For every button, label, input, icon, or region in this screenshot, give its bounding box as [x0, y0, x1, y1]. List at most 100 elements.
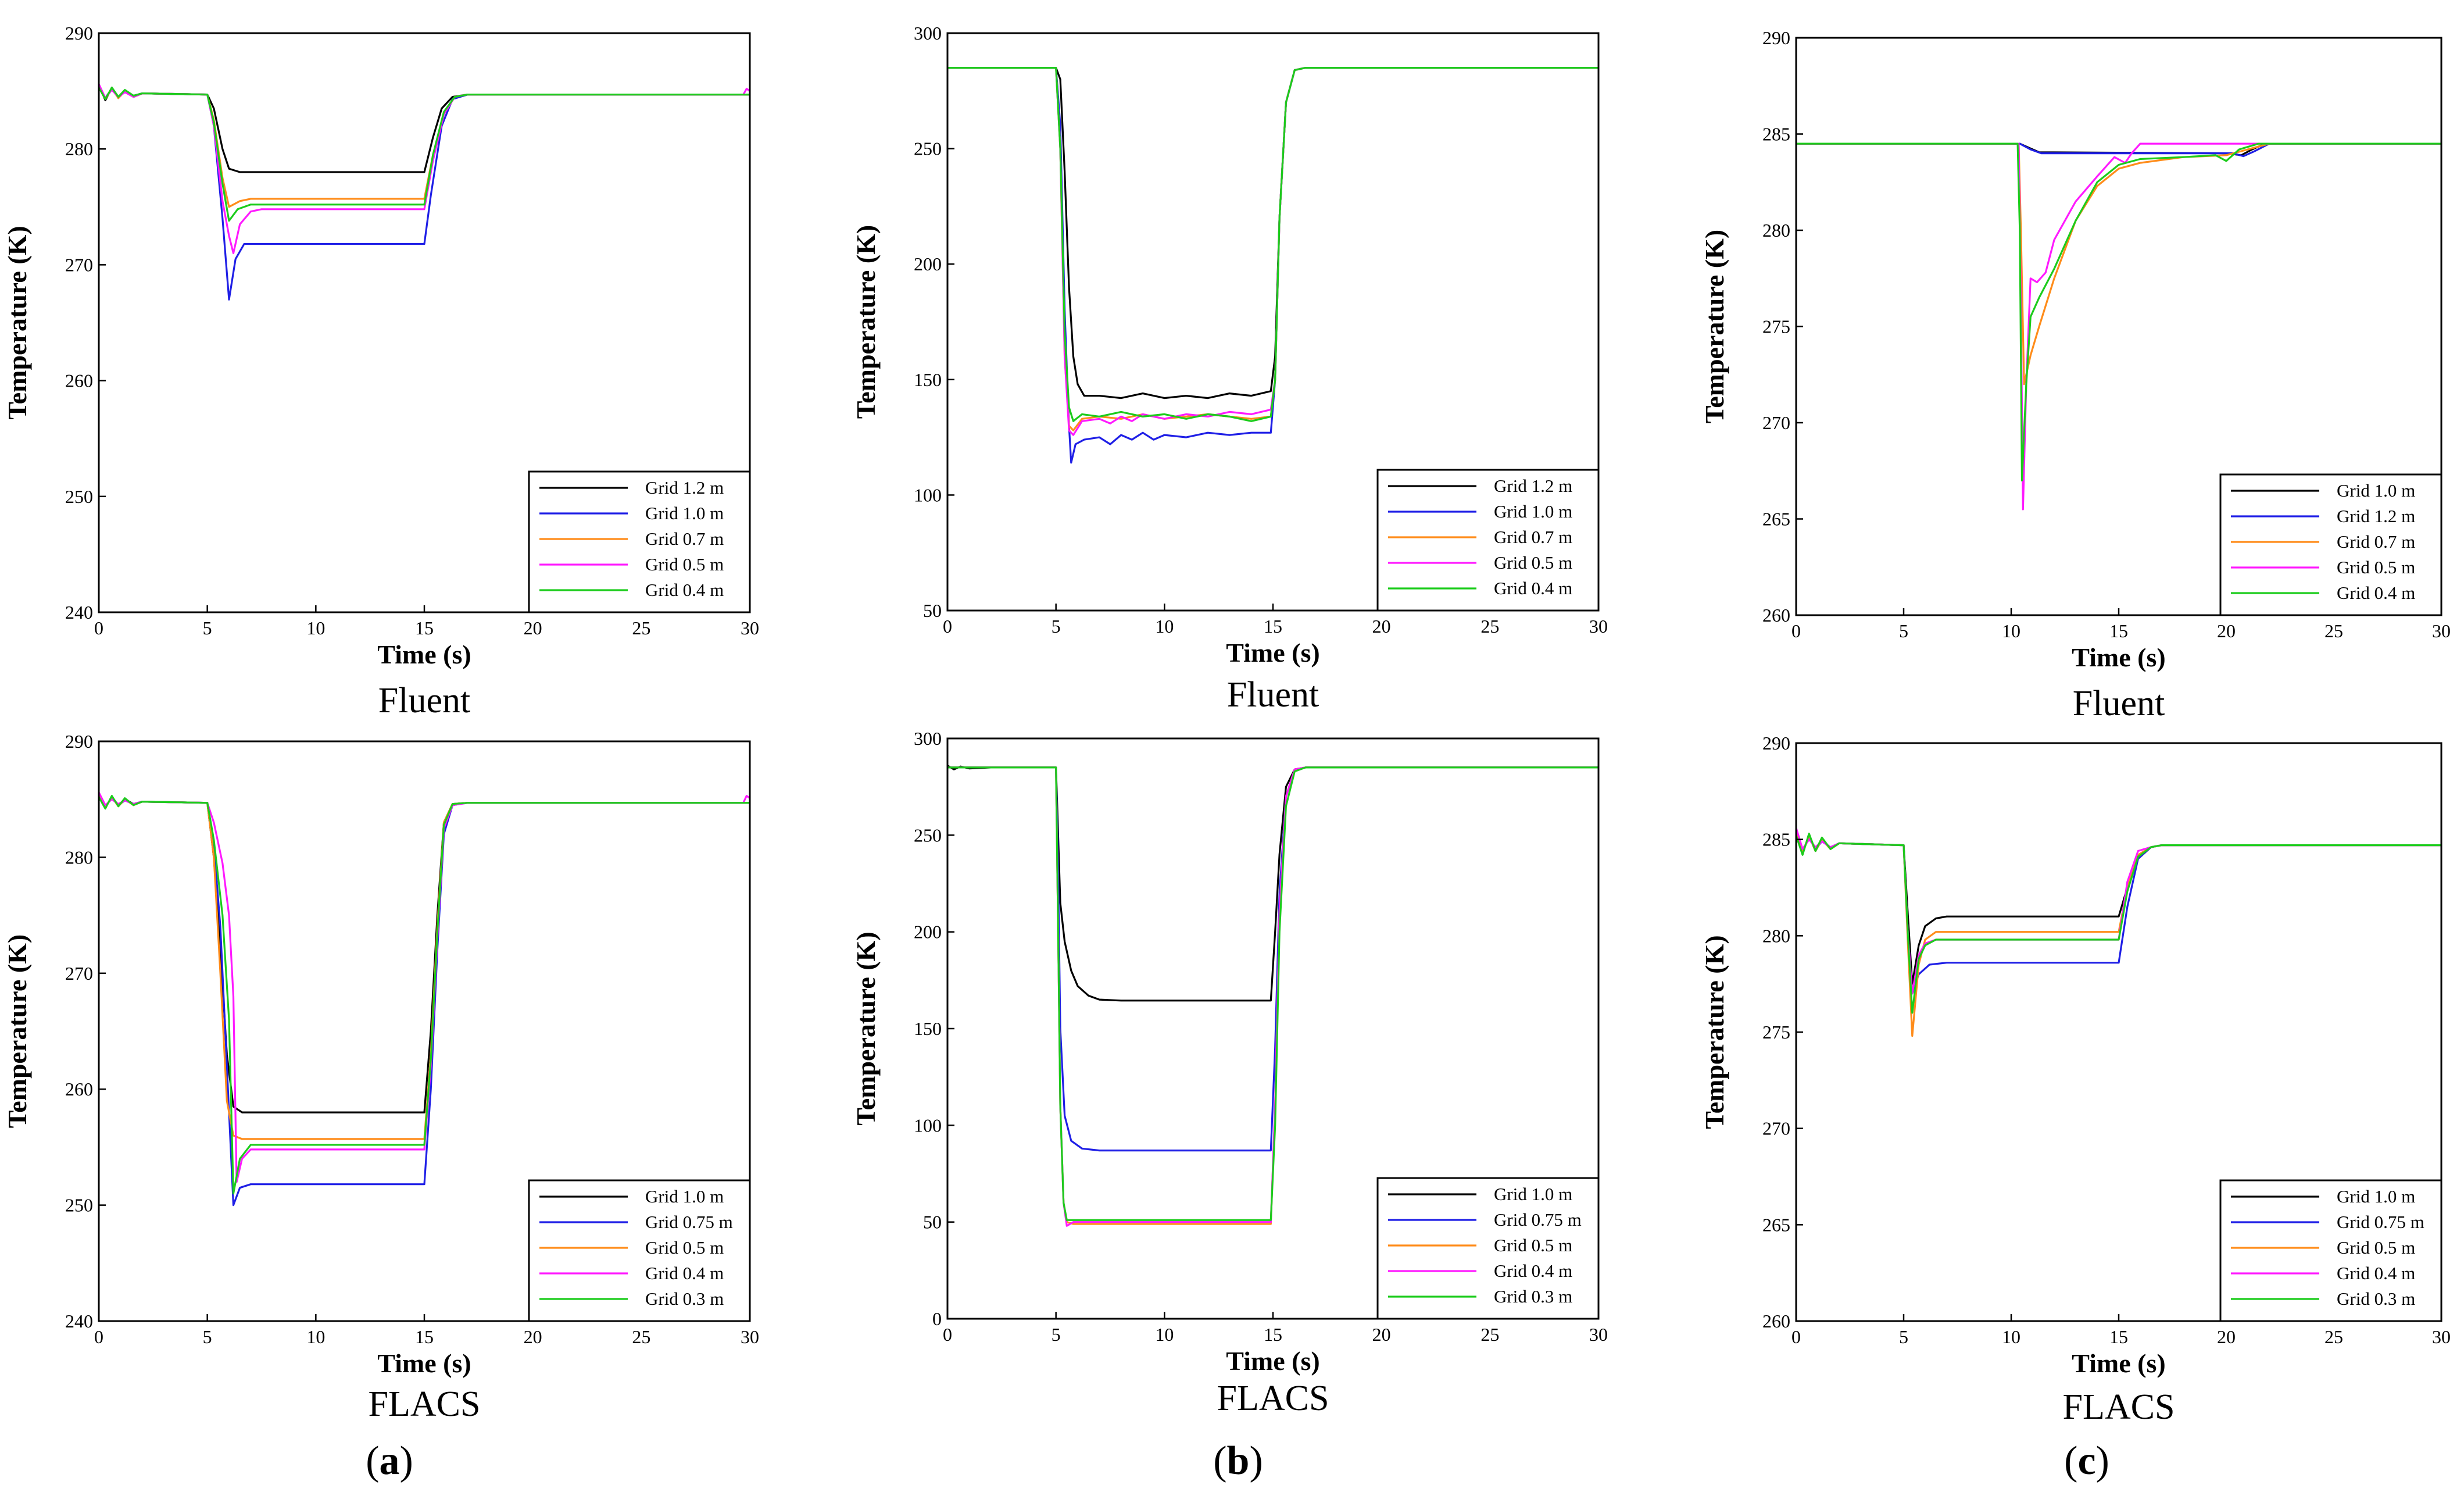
x-tick-label: 5	[1899, 620, 1908, 641]
y-tick-label: 0	[932, 1308, 942, 1329]
y-tick-label: 270	[1762, 1118, 1790, 1139]
x-axis-title: Time (s)	[377, 640, 471, 669]
series-group	[947, 765, 1598, 1227]
y-tick-label: 280	[65, 847, 93, 868]
series-line-5	[1796, 142, 2441, 481]
legend-label: Grid 0.5 m	[1494, 1235, 1572, 1255]
y-tick-label: 285	[1762, 124, 1790, 145]
chart-c-flacs: 0 5 10 15 20 25 30 260 265 270 275 280 285 290 Time (s…	[1700, 733, 2451, 1427]
series-line-4	[99, 791, 750, 1183]
x-tick-label: 30	[1589, 1324, 1608, 1345]
legend: Grid 1.0 m Grid 1.2 m Grid 0.7 m Grid 0.5 m…	[2219, 473, 2442, 616]
x-tick-label: 20	[524, 618, 542, 638]
legend-label: Grid 1.0 m	[645, 503, 724, 523]
x-axis-title: Time (s)	[2072, 1348, 2165, 1378]
x-tick-label: 5	[1052, 616, 1061, 637]
y-tick-label: 240	[65, 602, 93, 623]
y-tick-label: 270	[1762, 412, 1790, 433]
chart-c-fluent: 0 5 10 15 20 25 30 260 265 270 275 280 285 290 Time (s…	[1700, 27, 2451, 723]
y-tick-label: 290	[65, 23, 93, 44]
y-axis-title: Temperature (K)	[851, 225, 881, 419]
series-group	[99, 791, 750, 1207]
series-group	[1796, 142, 2441, 511]
legend-label: Grid 1.0 m	[1494, 501, 1572, 522]
solver-label: Fluent	[1227, 675, 1319, 715]
legend-label: Grid 0.3 m	[1494, 1286, 1572, 1307]
chart-b-fluent: 0 5 10 15 20 25 30 50 100 150 200 250 300 Time (s) Tem…	[851, 23, 1608, 715]
legend-label: Grid 0.3 m	[645, 1289, 724, 1309]
legend-box	[1376, 1177, 1600, 1320]
panel-tags: (a) (b) (c)	[366, 1439, 2109, 1483]
series-line-5	[947, 67, 1598, 422]
x-tick-label: 10	[2002, 620, 2020, 641]
x-tick-label: 10	[1155, 616, 1174, 637]
x-tick-label: 25	[632, 618, 650, 638]
legend-label: Grid 0.7 m	[645, 529, 724, 549]
legend-label: Grid 1.2 m	[1494, 476, 1572, 496]
solver-label: FLACS	[369, 1384, 481, 1424]
legend: Grid 1.2 m Grid 1.0 m Grid 0.7 m Grid 0.5 m…	[1376, 469, 1600, 612]
legend-label: Grid 0.75 m	[1494, 1209, 1582, 1230]
solver-label: FLACS	[2063, 1387, 2175, 1427]
panel-tag-open: (	[2064, 1439, 2077, 1483]
y-tick-label: 275	[1762, 316, 1790, 337]
y-tick-label: 200	[914, 922, 942, 943]
legend-box	[2219, 473, 2442, 616]
legend-label: Grid 0.4 m	[2337, 583, 2415, 603]
y-tick-label: 50	[923, 1212, 942, 1233]
x-tick-label: 20	[1372, 1324, 1391, 1345]
legend-label: Grid 0.4 m	[645, 580, 724, 600]
x-tick-label: 20	[2217, 620, 2236, 641]
x-tick-label: 5	[203, 618, 212, 638]
x-tick-label: 30	[2432, 620, 2451, 641]
panel-tag-close: )	[400, 1439, 413, 1483]
legend-label: Grid 0.4 m	[1494, 1261, 1572, 1281]
y-tick-label: 280	[65, 138, 93, 159]
x-tick-label: 10	[306, 1326, 325, 1347]
panel-tag-open: (	[1213, 1439, 1226, 1483]
y-tick-label: 100	[914, 484, 942, 505]
legend-label: Grid 0.75 m	[2337, 1212, 2424, 1232]
x-tick-label: 0	[943, 616, 952, 637]
y-tick-label: 270	[65, 963, 93, 984]
y-tick-label: 290	[1762, 27, 1790, 48]
y-tick-label: 300	[914, 23, 942, 44]
y-tick-label: 200	[914, 254, 942, 274]
legend-label: Grid 1.0 m	[2337, 480, 2415, 501]
legend-label: Grid 0.3 m	[2337, 1289, 2415, 1309]
legend-label: Grid 0.7 m	[1494, 527, 1572, 547]
series-group	[99, 83, 750, 301]
x-tick-label: 5	[1052, 1324, 1061, 1345]
x-tick-label: 0	[1791, 620, 1801, 641]
x-tick-label: 5	[203, 1326, 212, 1347]
legend-box	[2219, 1179, 2442, 1322]
y-axis-title: Temperature (K)	[2, 934, 32, 1128]
x-tick-label: 10	[306, 618, 325, 638]
legend-label: Grid 1.0 m	[645, 1186, 724, 1207]
x-tick-label: 15	[1264, 1324, 1282, 1345]
legend-label: Grid 1.2 m	[645, 477, 724, 498]
panel-tag-a: (a)	[366, 1439, 413, 1483]
x-tick-label: 10	[1155, 1324, 1174, 1345]
y-tick-label: 240	[65, 1311, 93, 1332]
panel-tag-b: (b)	[1213, 1439, 1263, 1483]
legend-label: Grid 0.4 m	[1494, 578, 1572, 598]
y-tick-label: 285	[1762, 829, 1790, 850]
legend-box	[1376, 469, 1600, 612]
x-tick-label: 15	[1264, 616, 1282, 637]
legend-label: Grid 0.5 m	[2337, 557, 2415, 577]
y-tick-label: 290	[65, 731, 93, 752]
panel-tag-c: (c)	[2064, 1439, 2109, 1483]
y-tick-label: 290	[1762, 733, 1790, 754]
x-tick-label: 25	[2324, 620, 2343, 641]
panel-tag-letter: b	[1227, 1439, 1250, 1483]
panel-tag-open: (	[366, 1439, 379, 1483]
y-tick-label: 150	[914, 1018, 942, 1039]
legend-box	[528, 1179, 751, 1322]
solver-label: FLACS	[1217, 1379, 1329, 1418]
x-axis-title: Time (s)	[377, 1348, 471, 1378]
x-tick-label: 20	[1372, 616, 1391, 637]
x-tick-label: 5	[1899, 1326, 1908, 1347]
